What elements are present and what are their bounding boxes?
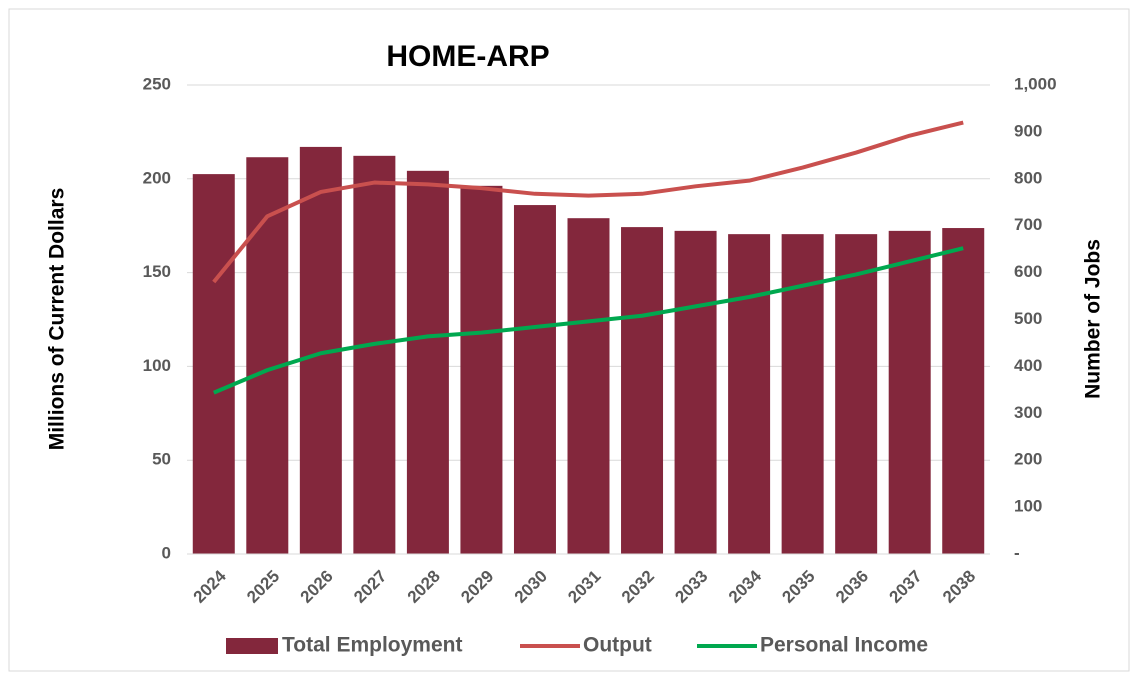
y2-tick-label: 200	[1014, 450, 1042, 469]
y2-tick-label: 1,000	[1014, 74, 1057, 93]
y2-tick-label: 600	[1014, 262, 1042, 281]
bar	[246, 157, 289, 554]
legend-label: Output	[583, 634, 652, 657]
bar	[567, 218, 610, 555]
y-tick-label: 0	[162, 543, 171, 562]
y2-tick-label: 100	[1014, 497, 1042, 516]
y2-tick-label: -	[1014, 543, 1020, 562]
bar	[942, 228, 985, 555]
line-series	[212, 120, 964, 284]
y-axis-title: Millions of Current Dollars	[46, 188, 69, 451]
y2-tick-label: 500	[1014, 309, 1042, 328]
bar	[888, 230, 931, 554]
bar	[192, 174, 235, 555]
y2-tick-label: 800	[1014, 168, 1042, 187]
y-tick-label: 200	[143, 168, 171, 187]
y-tick-label: 50	[152, 450, 171, 469]
bar	[835, 234, 878, 554]
bar	[513, 205, 556, 554]
legend-label: Total Employment	[282, 634, 462, 657]
bar	[621, 227, 664, 554]
y-tick-label: 100	[143, 356, 171, 375]
bar	[406, 170, 449, 554]
y2-tick-label: 700	[1014, 215, 1042, 234]
chart-title: HOME-ARP	[386, 40, 549, 73]
bar	[674, 230, 717, 554]
bar	[353, 155, 396, 554]
bar	[460, 185, 503, 554]
legend-swatch	[226, 638, 278, 654]
y2-tick-label: 400	[1014, 356, 1042, 375]
bar	[728, 234, 771, 554]
y2-axis-title: Number of Jobs	[1082, 239, 1105, 399]
y-tick-label: 150	[143, 262, 171, 281]
y2-tick-label: 900	[1014, 121, 1042, 140]
line-series	[212, 246, 964, 395]
y-tick-label: 250	[143, 74, 171, 93]
legend-label: Personal Income	[760, 634, 928, 657]
y2-tick-label: 300	[1014, 403, 1042, 422]
